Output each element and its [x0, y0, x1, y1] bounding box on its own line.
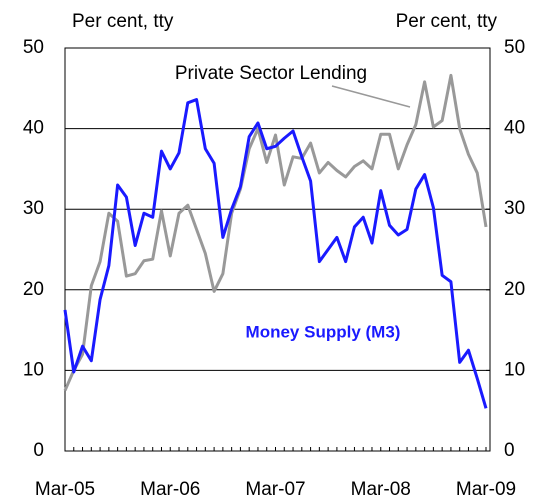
annotation-leader	[331, 85, 411, 108]
y2-axis-label: Per cent, tty	[396, 11, 498, 32]
x-tick-label: Mar-06	[140, 479, 200, 499]
x-tick-label: Mar-07	[245, 479, 305, 499]
x-tick-label: Mar-05	[35, 479, 95, 499]
y-tick-label: 30	[23, 198, 44, 219]
y2-tick-label: 40	[504, 118, 525, 139]
series-line	[63, 98, 488, 409]
series-line	[63, 73, 488, 392]
y-tick-label: 0	[33, 440, 44, 461]
y-tick-label: 40	[23, 118, 44, 139]
y2-tick-label: 50	[504, 37, 525, 58]
series-label: Private Sector Lending	[175, 63, 367, 84]
plot-frame	[64, 47, 491, 452]
y2-tick-label: 10	[504, 359, 525, 380]
y-tick-label: 10	[23, 359, 44, 380]
y2-tick-label: 20	[504, 279, 525, 300]
x-tick-label: Mar-08	[351, 479, 411, 499]
y-axis-label: Per cent, tty	[72, 11, 174, 32]
y-tick-label: 20	[23, 279, 44, 300]
series-label: Money Supply (M3)	[246, 322, 401, 341]
y2-tick-label: 30	[504, 198, 525, 219]
y2-tick-label: 0	[504, 440, 515, 461]
x-tick-label: Mar-09	[456, 479, 516, 499]
y-tick-label: 50	[23, 37, 44, 58]
